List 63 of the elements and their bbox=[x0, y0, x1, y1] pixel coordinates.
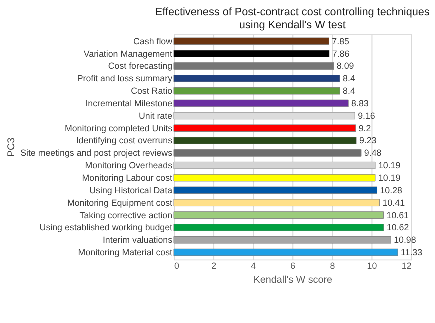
y-tick-label: Taking corrective action bbox=[80, 210, 173, 220]
bar bbox=[174, 174, 376, 182]
data-label: 10.19 bbox=[378, 160, 401, 171]
bar bbox=[174, 212, 384, 219]
y-tick-label: Interim valuations bbox=[102, 235, 174, 246]
x-tick-label: 0 bbox=[174, 261, 180, 272]
y-tick-label: Monitoring Equipment cost bbox=[67, 198, 174, 208]
data-label: 8.4 bbox=[343, 74, 356, 84]
data-label: 10.41 bbox=[382, 198, 406, 208]
data-label: 9.48 bbox=[364, 148, 382, 158]
x-tick-label: 2 bbox=[212, 261, 217, 272]
x-tick-label: 8 bbox=[330, 261, 336, 272]
data-label: 10.28 bbox=[380, 185, 403, 196]
y-tick-label: Identifying cost overruns bbox=[76, 136, 174, 146]
data-label: 8.09 bbox=[336, 61, 354, 72]
data-label: 9.23 bbox=[359, 136, 377, 146]
bar bbox=[174, 62, 334, 70]
y-tick-label: Variation Management bbox=[84, 48, 174, 59]
data-label: 10.98 bbox=[394, 235, 416, 246]
data-label: 8.4 bbox=[343, 86, 356, 96]
data-label: 7.86 bbox=[332, 48, 350, 59]
data-label: 10.19 bbox=[378, 172, 401, 183]
text: Effectiveness of Post-contract cost controlling techniques bbox=[155, 6, 430, 18]
bar bbox=[174, 100, 349, 108]
y-tick-label: Monitoring completed Units bbox=[64, 123, 174, 134]
bar bbox=[174, 87, 340, 95]
y-tick-label: Unit rate bbox=[138, 110, 173, 121]
y-tick-label: Cost Ratio bbox=[131, 86, 173, 96]
y-tick-label: Profit and loss summary bbox=[77, 74, 174, 84]
y-tick-label: Monitoring Material cost bbox=[78, 248, 174, 258]
data-label: 8.83 bbox=[352, 98, 369, 108]
y-tick-label: Using established working budget bbox=[40, 222, 174, 233]
data-label: 7.85 bbox=[332, 36, 350, 46]
bar bbox=[174, 150, 362, 157]
x-tick-label: 12 bbox=[402, 261, 412, 272]
y-tick-label: Site meetings and post project reviews bbox=[20, 148, 174, 158]
bar bbox=[174, 137, 357, 144]
data-label: 10.62 bbox=[386, 222, 410, 233]
y-tick-label: Monitoring Labour cost bbox=[82, 172, 174, 183]
bar bbox=[174, 199, 380, 207]
x-axis-title: Kendall's W score bbox=[254, 274, 333, 286]
bar bbox=[174, 50, 330, 58]
data-label: 9.2 bbox=[358, 123, 372, 134]
bar bbox=[174, 186, 378, 194]
bar bbox=[174, 248, 398, 256]
data-label: 11.33 bbox=[400, 248, 423, 258]
y-tick-label: Cost forecasting bbox=[108, 61, 173, 72]
bar bbox=[174, 38, 330, 46]
x-tick-label: 4 bbox=[251, 261, 256, 272]
x-tick-label: 6 bbox=[290, 261, 296, 272]
x-tick-label: 10 bbox=[367, 261, 378, 272]
data-label: 9.16 bbox=[358, 110, 376, 121]
text: using Kendall's W test bbox=[239, 19, 346, 32]
bar bbox=[174, 224, 384, 232]
y-tick-label: Incremental Milestone bbox=[86, 98, 173, 108]
bar bbox=[174, 236, 392, 244]
y-tick-label: Monitoring Overheads bbox=[85, 160, 174, 171]
y-axis-title: PC3 bbox=[6, 137, 18, 158]
y-tick-label: Using Historical Data bbox=[90, 185, 173, 196]
bar bbox=[174, 124, 356, 132]
data-label: 10.61 bbox=[386, 210, 410, 220]
bar bbox=[174, 75, 340, 82]
y-tick-label: Cash flow bbox=[134, 36, 174, 46]
